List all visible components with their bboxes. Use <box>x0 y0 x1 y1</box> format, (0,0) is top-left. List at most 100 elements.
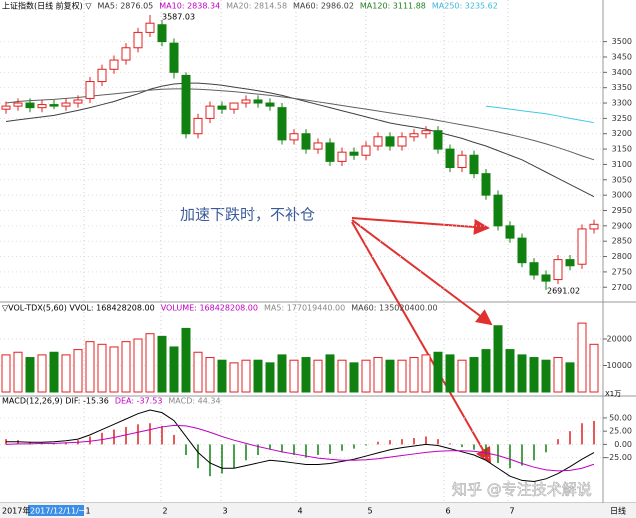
y-tick-label: 2700 <box>612 283 632 292</box>
candle-body <box>325 142 335 162</box>
volume-bar <box>313 359 323 393</box>
volume-bar <box>349 362 359 393</box>
candle-body <box>241 99 251 104</box>
candle-body <box>205 105 215 119</box>
footer-year: 2017年 <box>2 506 30 516</box>
y-tick-label: 3200 <box>612 129 632 138</box>
candle-body <box>133 31 143 49</box>
panel-header: MA5: 177019440.00 <box>264 304 345 313</box>
volume-bar <box>217 359 227 393</box>
candle-body <box>169 42 179 73</box>
volume-bar <box>385 359 395 393</box>
volume-bar <box>85 341 95 393</box>
high-label: 3587.03 <box>162 13 195 22</box>
volume-bar <box>505 349 515 393</box>
volume-bar <box>241 359 251 393</box>
volume-bar <box>445 354 455 393</box>
volume-bar <box>397 359 407 393</box>
candle-body <box>469 154 479 175</box>
y-tick-label: 3100 <box>612 160 632 169</box>
panel-header: MA60: 135020400.00 <box>351 304 437 313</box>
candle-body <box>61 102 71 107</box>
volume-bar <box>181 327 191 393</box>
date-box <box>28 505 84 516</box>
panel-header: VOLUME: 168428208.00 <box>161 304 258 313</box>
candle-body <box>457 154 467 169</box>
ma-line <box>485 105 595 124</box>
volume-bar <box>193 351 203 393</box>
month-label: 7 <box>509 507 514 516</box>
y-tick-label: 25.00 <box>609 427 632 436</box>
panel-header: ▽VOL-TDX(5,60) VVOL: 168428208.00 <box>2 304 155 313</box>
panel-header: DEA: -37.53 <box>115 397 163 406</box>
panel-header: 上证指数(日线 前复权) ▽ <box>2 1 92 11</box>
candle-body <box>541 274 551 282</box>
y-tick-label: 3000 <box>612 191 632 200</box>
candle-body <box>421 130 431 135</box>
volume-bar <box>325 354 335 393</box>
panel-header: MA10: 2838.34 <box>159 2 220 11</box>
candle-body <box>337 151 347 162</box>
candle-body <box>373 136 383 147</box>
y-tick-label: 3050 <box>612 175 632 184</box>
volume-bar <box>157 335 167 393</box>
volume-bar <box>457 359 467 393</box>
candle-body <box>433 130 443 150</box>
y-tick-label: 3300 <box>612 99 632 108</box>
volume-bar <box>361 359 371 393</box>
unit-label: X1万 <box>605 390 621 398</box>
panel-header: MA5: 2876.05 <box>97 2 153 11</box>
y-tick-label: 2850 <box>612 237 632 246</box>
candle-body <box>565 259 575 267</box>
y-tick-label: 3350 <box>612 83 632 92</box>
month-label: 2 <box>162 507 167 516</box>
y-tick-label: 3250 <box>612 114 632 123</box>
volume-bar <box>337 359 347 393</box>
volume-bar <box>517 354 527 393</box>
footer-date: 2017/12/11/一 <box>30 507 87 516</box>
y-tick-label: 0.00 <box>614 440 632 449</box>
y-tick-label: 2950 <box>612 206 632 215</box>
y-tick-label: 2750 <box>612 267 632 276</box>
volume-bar <box>205 357 215 393</box>
volume-bar <box>25 357 35 393</box>
candle-body <box>577 228 587 265</box>
volume-bar <box>121 341 131 393</box>
candle-body <box>505 225 515 239</box>
volume-bar <box>265 362 275 393</box>
candle-body <box>13 102 23 107</box>
month-label: 6 <box>445 507 450 516</box>
candle-body <box>265 102 275 107</box>
candle-body <box>181 74 191 135</box>
ma-line <box>5 88 595 161</box>
volume-bar <box>277 354 287 393</box>
arrow <box>351 221 491 464</box>
annotation: 加速下跌时，不补仓 <box>180 206 315 224</box>
candle-body <box>25 102 35 109</box>
candle-body <box>361 145 371 156</box>
volume-bar <box>253 359 263 393</box>
candle-body <box>97 68 107 83</box>
arrow <box>351 217 490 235</box>
candle-body <box>385 136 395 147</box>
volume-bar <box>373 357 383 393</box>
candle-body <box>313 142 323 150</box>
volume-bar <box>589 343 599 393</box>
volume-bar <box>1 354 11 393</box>
candle-body <box>493 194 503 227</box>
volume-bar <box>145 333 155 393</box>
y-tick-label: 50.00 <box>609 413 632 422</box>
candle-body <box>109 59 119 70</box>
ma-line <box>5 82 595 198</box>
volume-bar <box>61 354 71 393</box>
volume-bar <box>97 343 107 393</box>
footer-bar <box>0 503 636 518</box>
y-tick-label: 20000 <box>607 335 632 344</box>
candle-body <box>121 47 131 61</box>
volume-bar <box>229 362 239 393</box>
panel-header: MA120: 3111.88 <box>360 2 426 11</box>
volume-bar <box>553 357 563 393</box>
ma-line <box>5 424 595 472</box>
